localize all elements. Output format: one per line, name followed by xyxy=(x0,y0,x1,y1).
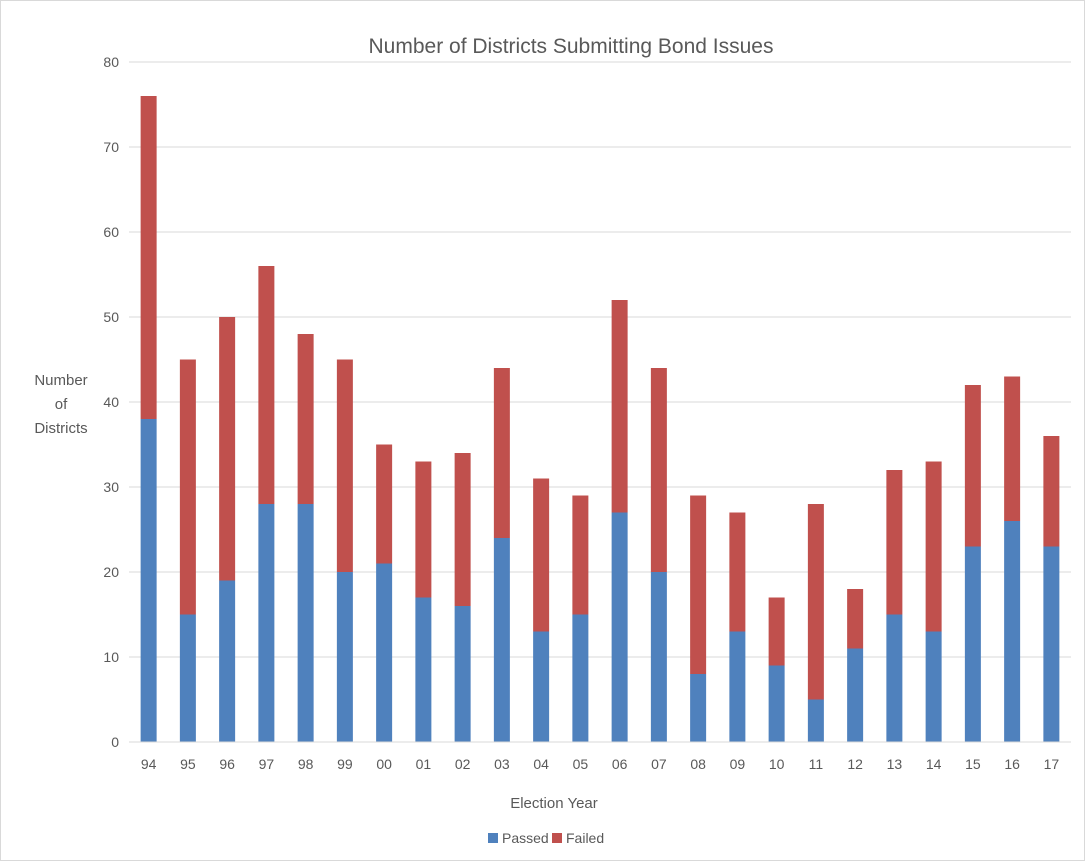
bar-passed-05 xyxy=(572,614,589,742)
y-tick-label: 60 xyxy=(103,224,119,240)
x-tick-label: 17 xyxy=(1044,756,1060,772)
x-tick-label: 00 xyxy=(376,756,392,772)
bar-failed-03 xyxy=(493,368,510,538)
bar-passed-03 xyxy=(493,538,510,742)
y-tick-label: 80 xyxy=(103,54,119,70)
y-axis-label-line: Districts xyxy=(34,420,87,437)
bar-failed-08 xyxy=(690,495,707,674)
y-tick-label: 50 xyxy=(103,309,119,325)
x-tick-label: 05 xyxy=(573,756,589,772)
bar-failed-15 xyxy=(964,385,981,547)
x-tick-label: 04 xyxy=(533,756,549,772)
x-tick-label: 98 xyxy=(298,756,314,772)
gridlines xyxy=(129,61,1071,658)
bar-failed-13 xyxy=(886,470,903,615)
x-tick-label: 03 xyxy=(494,756,510,772)
x-axis-label: Election Year xyxy=(510,795,598,812)
bar-failed-01 xyxy=(415,461,432,598)
bars xyxy=(140,96,1060,742)
x-tick-label: 10 xyxy=(769,756,785,772)
bar-failed-96 xyxy=(219,317,236,581)
bar-failed-07 xyxy=(650,368,667,572)
y-tick-label: 10 xyxy=(103,649,119,665)
bar-passed-04 xyxy=(533,631,550,742)
x-tick-label: 99 xyxy=(337,756,353,772)
bar-failed-06 xyxy=(611,300,628,513)
bar-passed-97 xyxy=(258,504,275,742)
bar-passed-08 xyxy=(690,674,707,742)
y-tick-label: 40 xyxy=(103,394,119,410)
bar-failed-12 xyxy=(847,589,864,649)
bar-passed-01 xyxy=(415,597,432,742)
x-tick-label: 14 xyxy=(926,756,942,772)
x-tick-label: 02 xyxy=(455,756,471,772)
x-tick-label: 94 xyxy=(141,756,157,772)
bar-failed-05 xyxy=(572,495,589,615)
x-tick-label: 95 xyxy=(180,756,196,772)
bar-passed-02 xyxy=(454,606,471,742)
legend-label-failed: Failed xyxy=(566,830,604,846)
x-tick-label: 12 xyxy=(847,756,863,772)
bar-passed-16 xyxy=(1004,521,1021,742)
bar-failed-00 xyxy=(376,444,393,564)
bar-failed-98 xyxy=(297,334,314,504)
bar-passed-12 xyxy=(847,648,864,742)
x-tick-label: 11 xyxy=(809,756,824,772)
x-tick-label: 01 xyxy=(416,756,432,772)
x-tick-label: 08 xyxy=(690,756,706,772)
bar-passed-96 xyxy=(219,580,236,742)
bar-failed-97 xyxy=(258,266,275,504)
bar-failed-99 xyxy=(336,359,353,572)
y-tick-label: 20 xyxy=(103,564,119,580)
bar-failed-09 xyxy=(729,512,746,632)
bar-passed-95 xyxy=(179,614,196,742)
y-axis-label-line: of xyxy=(55,396,68,413)
x-axis-ticks: 94 95 96 97 98 99 00 01 02 03 04 05 06 07 08 09 10 11 12 13… xyxy=(141,756,1060,772)
bar-passed-09 xyxy=(729,631,746,742)
y-axis-label-line: Number xyxy=(34,372,87,389)
x-tick-label: 15 xyxy=(965,756,981,772)
x-tick-label: 07 xyxy=(651,756,667,772)
legend-label-passed: Passed xyxy=(502,830,549,846)
bar-failed-95 xyxy=(179,359,196,615)
x-tick-label: 13 xyxy=(887,756,903,772)
legend: Passed Failed xyxy=(488,830,604,846)
bar-passed-07 xyxy=(650,572,667,742)
x-tick-label: 16 xyxy=(1004,756,1020,772)
bar-failed-02 xyxy=(454,453,471,606)
y-axis-label: Number of Districts xyxy=(34,372,87,437)
bar-failed-16 xyxy=(1004,376,1021,521)
y-tick-label: 70 xyxy=(103,139,119,155)
bar-passed-06 xyxy=(611,512,628,742)
bar-failed-14 xyxy=(925,461,942,632)
legend-swatch-passed xyxy=(488,833,498,843)
bar-passed-10 xyxy=(768,665,785,742)
bar-passed-13 xyxy=(886,614,903,742)
x-tick-label: 09 xyxy=(730,756,746,772)
bar-passed-99 xyxy=(336,572,353,742)
y-tick-label: 30 xyxy=(103,479,119,495)
bar-failed-04 xyxy=(533,478,550,632)
bar-failed-17 xyxy=(1043,436,1060,547)
bar-passed-98 xyxy=(297,504,314,742)
legend-swatch-failed xyxy=(552,833,562,843)
bar-failed-94 xyxy=(140,96,157,419)
bar-passed-94 xyxy=(140,419,157,742)
bar-passed-14 xyxy=(925,631,942,742)
bar-passed-00 xyxy=(376,563,393,742)
x-tick-label: 97 xyxy=(259,756,275,772)
chart-title: Number of Districts Submitting Bond Issu… xyxy=(369,35,774,58)
bar-passed-17 xyxy=(1043,546,1060,742)
y-axis-ticks: 0 10 20 30 40 50 60 70 80 xyxy=(103,54,119,750)
y-tick-label: 0 xyxy=(111,734,119,750)
bar-failed-11 xyxy=(807,504,824,700)
x-tick-label: 96 xyxy=(219,756,235,772)
bar-passed-15 xyxy=(964,546,981,742)
bar-failed-10 xyxy=(768,597,785,666)
bar-passed-11 xyxy=(807,699,824,742)
x-tick-label: 06 xyxy=(612,756,628,772)
